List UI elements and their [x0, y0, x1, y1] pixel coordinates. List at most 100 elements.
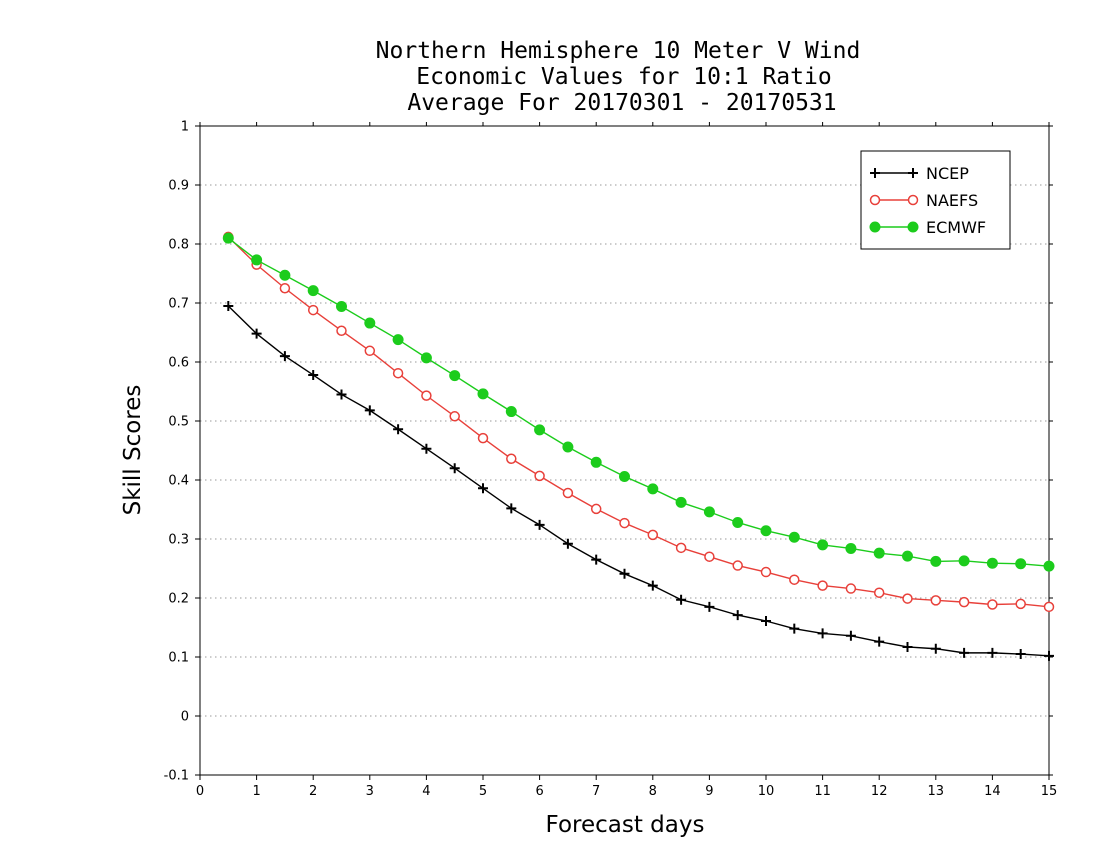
data-point-ncep: [789, 623, 800, 634]
data-point-ncep: [449, 463, 460, 474]
data-point-naefs: [817, 580, 828, 591]
data-point-ncep: [845, 630, 856, 641]
x-tick-label: 1: [252, 784, 260, 799]
plot-frame: [199, 125, 1050, 776]
y-tick-label: -0.1: [164, 769, 189, 784]
data-point-ecmwf: [420, 352, 432, 364]
x-tick-label: 3: [366, 784, 374, 799]
data-point-ncep: [761, 616, 771, 627]
data-point-ecmwf: [732, 516, 744, 528]
data-point-ecmwf: [449, 370, 461, 382]
data-point-ecmwf: [562, 441, 574, 453]
legend-label: NAEFS: [926, 191, 978, 210]
data-point-ncep: [959, 647, 970, 658]
data-point-naefs: [279, 283, 291, 294]
chart-title: Northern Hemisphere 10 Meter V Wind Econ…: [376, 38, 861, 116]
y-tick-label: 0.4: [168, 474, 189, 489]
data-point-ecmwf: [619, 470, 630, 482]
title-line-2: Economic Values for 10:1 Ratio: [416, 64, 831, 90]
y-tick-label: 0.8: [168, 238, 189, 253]
data-point-ecmwf: [1043, 560, 1055, 572]
legend-item-ncep: NCEP: [870, 164, 969, 183]
data-point-naefs: [534, 470, 545, 482]
data-point-ncep: [647, 580, 658, 591]
data-point-ecmwf: [845, 542, 857, 554]
data-point-ncep: [704, 601, 715, 612]
series-group: [222, 231, 1055, 661]
data-point-ecmwf: [505, 406, 517, 418]
y-tick-label: 0.1: [168, 651, 189, 666]
data-point-ncep: [364, 405, 375, 416]
y-tick-label: 0.6: [168, 356, 189, 371]
y-axis-title: Skill Scores: [120, 385, 146, 516]
data-point-naefs: [590, 503, 602, 515]
x-tick-label: 6: [535, 784, 543, 799]
legend-marker: [907, 194, 919, 206]
legend: NCEP NAEFS ECMWF: [860, 150, 1011, 250]
series-line-ecmwf: [227, 237, 1050, 567]
data-point-naefs: [1015, 598, 1026, 610]
series-naefs: [223, 231, 1055, 613]
legend-item-ecmwf: ECMWF: [869, 218, 986, 237]
data-point-ncep: [251, 328, 262, 339]
data-point-ncep: [534, 519, 545, 530]
data-point-ncep: [223, 300, 234, 311]
y-tick-label: 0.3: [168, 533, 189, 548]
data-point-ncep: [676, 594, 687, 605]
data-point-ecmwf: [222, 232, 234, 244]
data-point-ecmwf: [930, 555, 942, 567]
data-point-ecmwf: [647, 483, 659, 495]
data-point-ecmwf: [477, 388, 489, 400]
legend-marker: [907, 221, 919, 233]
x-tick-label: 13: [928, 784, 945, 799]
y-tick-label: 0.5: [168, 415, 189, 430]
series-ecmwf: [222, 232, 1055, 572]
legend-marker: [869, 221, 881, 233]
data-point-naefs: [1043, 601, 1055, 613]
x-tick-label: 0: [196, 784, 204, 799]
data-point-ncep: [817, 628, 828, 639]
data-point-naefs: [307, 304, 319, 316]
data-point-naefs: [449, 411, 460, 422]
x-tick-label: 11: [814, 784, 831, 799]
y-tick-label: 0.2: [168, 592, 189, 607]
title-line-3: Average For 20170301 - 20170531: [407, 90, 836, 116]
x-tick-label: 9: [705, 784, 713, 799]
y-tick-label: 0.9: [168, 179, 189, 194]
data-point-ecmwf: [788, 531, 800, 543]
data-point-naefs: [873, 587, 885, 598]
data-point-naefs: [732, 560, 743, 571]
x-tick-label: 15: [1041, 784, 1058, 799]
data-point-ecmwf: [392, 334, 404, 346]
data-point-naefs: [704, 551, 715, 562]
series-ncep: [223, 300, 1054, 661]
x-tick-label: 4: [422, 784, 430, 799]
data-point-naefs: [477, 432, 489, 444]
y-tick-label: 0: [181, 710, 189, 725]
data-point-ecmwf: [675, 496, 687, 508]
data-point-naefs: [506, 453, 517, 465]
data-point-ecmwf: [534, 424, 546, 436]
data-point-ncep: [393, 424, 404, 435]
data-point-naefs: [562, 487, 574, 499]
y-tick-label: 0.7: [168, 297, 189, 312]
data-point-ncep: [902, 641, 913, 652]
data-point-naefs: [364, 345, 376, 357]
data-point-naefs: [619, 517, 630, 529]
data-point-naefs: [789, 574, 800, 585]
legend-label: NCEP: [926, 164, 969, 183]
data-point-ecmwf: [958, 555, 970, 567]
data-point-ecmwf: [873, 547, 885, 559]
data-point-naefs: [336, 325, 347, 336]
data-point-ecmwf: [251, 254, 263, 266]
data-point-ecmwf: [279, 269, 291, 281]
data-point-ecmwf: [760, 525, 772, 537]
data-point-ncep: [732, 610, 743, 621]
data-point-naefs: [760, 566, 772, 578]
data-point-naefs: [421, 390, 432, 401]
data-point-ecmwf: [336, 301, 347, 313]
x-tick-label: 8: [649, 784, 657, 799]
data-point-ncep: [478, 483, 488, 494]
data-point-naefs: [675, 542, 687, 554]
data-point-ncep: [279, 351, 290, 362]
